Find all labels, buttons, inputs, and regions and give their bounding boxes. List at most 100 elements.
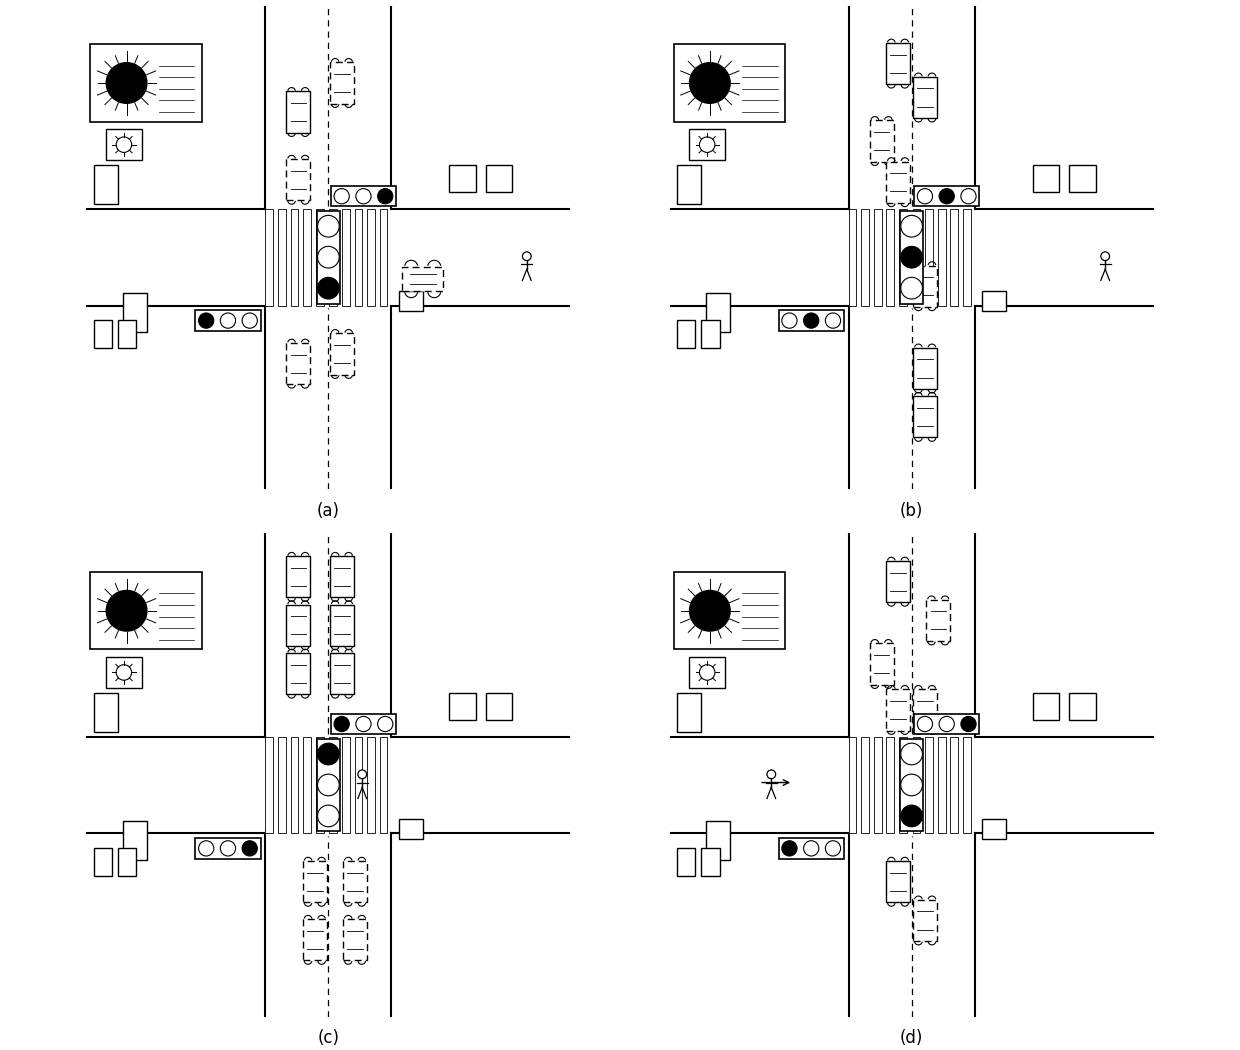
Bar: [701, 848, 719, 876]
Bar: [1033, 693, 1059, 719]
Bar: [1069, 693, 1095, 719]
Bar: [913, 690, 937, 731]
Circle shape: [918, 189, 932, 204]
Text: (a): (a): [317, 502, 340, 520]
Bar: [937, 209, 946, 306]
Bar: [290, 737, 299, 834]
Circle shape: [961, 716, 976, 732]
Bar: [848, 737, 857, 834]
Circle shape: [117, 136, 131, 152]
Circle shape: [781, 841, 797, 856]
Circle shape: [358, 770, 367, 779]
Bar: [874, 737, 882, 834]
Bar: [689, 656, 725, 688]
Bar: [913, 266, 937, 307]
Bar: [379, 209, 387, 306]
Bar: [303, 919, 327, 961]
Bar: [925, 737, 932, 834]
Circle shape: [804, 313, 818, 329]
Bar: [330, 209, 337, 306]
Bar: [887, 43, 910, 84]
Bar: [94, 320, 112, 349]
Bar: [278, 209, 285, 306]
Bar: [331, 186, 396, 207]
Circle shape: [900, 805, 923, 826]
Circle shape: [804, 841, 818, 856]
Bar: [887, 162, 910, 203]
Bar: [887, 737, 894, 834]
Bar: [486, 165, 512, 192]
Bar: [689, 129, 725, 161]
Circle shape: [781, 313, 797, 329]
Bar: [874, 209, 882, 306]
Bar: [677, 693, 701, 732]
Bar: [913, 737, 920, 834]
Bar: [706, 294, 730, 332]
Bar: [869, 644, 894, 685]
Circle shape: [334, 189, 350, 204]
Bar: [677, 320, 696, 349]
Bar: [913, 209, 920, 306]
Circle shape: [766, 770, 776, 779]
Circle shape: [221, 841, 236, 856]
Circle shape: [900, 247, 923, 268]
Bar: [887, 861, 910, 902]
Bar: [449, 693, 476, 719]
Circle shape: [522, 252, 531, 260]
Bar: [304, 737, 311, 834]
Bar: [290, 209, 299, 306]
Circle shape: [378, 189, 393, 204]
Bar: [862, 209, 869, 306]
Circle shape: [826, 313, 841, 329]
Bar: [367, 737, 374, 834]
Bar: [673, 44, 785, 122]
Bar: [887, 561, 910, 603]
Bar: [914, 714, 980, 734]
Bar: [673, 572, 785, 650]
Bar: [265, 737, 273, 834]
Bar: [118, 320, 136, 349]
Bar: [982, 819, 1006, 839]
Bar: [398, 819, 423, 839]
Bar: [94, 165, 118, 204]
Bar: [331, 714, 396, 734]
Bar: [343, 861, 367, 902]
Bar: [449, 165, 476, 192]
Bar: [123, 294, 146, 332]
Circle shape: [961, 189, 976, 204]
Bar: [402, 267, 444, 291]
Circle shape: [1101, 252, 1110, 260]
Circle shape: [317, 774, 340, 796]
Circle shape: [317, 743, 340, 764]
Bar: [91, 44, 202, 122]
Bar: [862, 737, 869, 834]
Bar: [303, 861, 327, 902]
Bar: [706, 821, 730, 860]
Bar: [330, 556, 353, 597]
Bar: [330, 334, 353, 375]
Circle shape: [900, 277, 923, 299]
Circle shape: [317, 215, 340, 237]
Bar: [330, 653, 353, 694]
Circle shape: [198, 313, 213, 329]
Circle shape: [689, 63, 730, 103]
Circle shape: [198, 841, 213, 856]
Bar: [330, 605, 353, 646]
Bar: [937, 737, 946, 834]
Bar: [900, 738, 924, 832]
Bar: [286, 160, 310, 201]
Bar: [94, 693, 118, 732]
Bar: [304, 209, 311, 306]
Bar: [316, 738, 340, 832]
Bar: [950, 737, 959, 834]
Bar: [398, 291, 423, 312]
Bar: [330, 737, 337, 834]
Bar: [779, 838, 844, 859]
Bar: [848, 209, 857, 306]
Bar: [195, 838, 260, 859]
Bar: [316, 209, 324, 306]
Circle shape: [699, 665, 715, 680]
Bar: [1033, 165, 1059, 192]
Bar: [342, 209, 350, 306]
Circle shape: [826, 841, 841, 856]
